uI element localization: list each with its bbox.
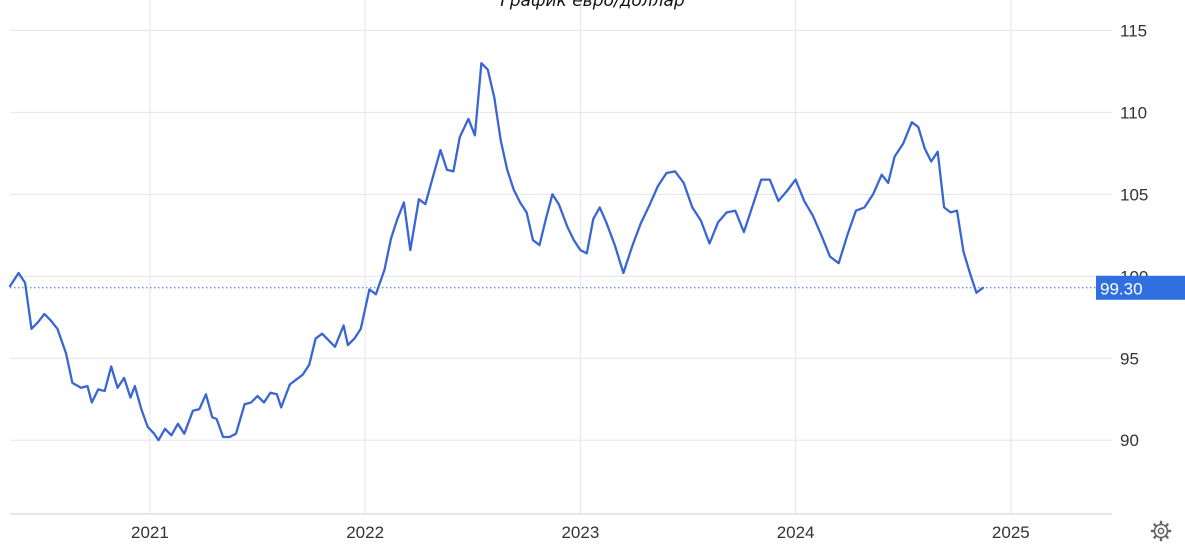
series-line [8, 62, 985, 442]
y-tick-label: 115 [1120, 21, 1147, 40]
current-value-badge [1096, 275, 1185, 300]
x-tick-label: 2025 [992, 523, 1030, 542]
gear-icon[interactable] [1150, 520, 1172, 542]
y-tick-label: 95 [1120, 349, 1139, 368]
x-tick-label: 2023 [561, 523, 599, 542]
y-tick-label: 105 [1120, 185, 1148, 204]
x-tick-label: 2021 [131, 523, 169, 542]
y-tick-label: 110 [1120, 103, 1147, 122]
current-value-label: 99.30 [1100, 279, 1143, 298]
y-tick-label: 90 [1120, 431, 1139, 450]
x-tick-label: 2022 [346, 523, 384, 542]
x-tick-label: 2024 [777, 523, 815, 542]
chart-caption: График евро/доллар [500, 0, 685, 11]
